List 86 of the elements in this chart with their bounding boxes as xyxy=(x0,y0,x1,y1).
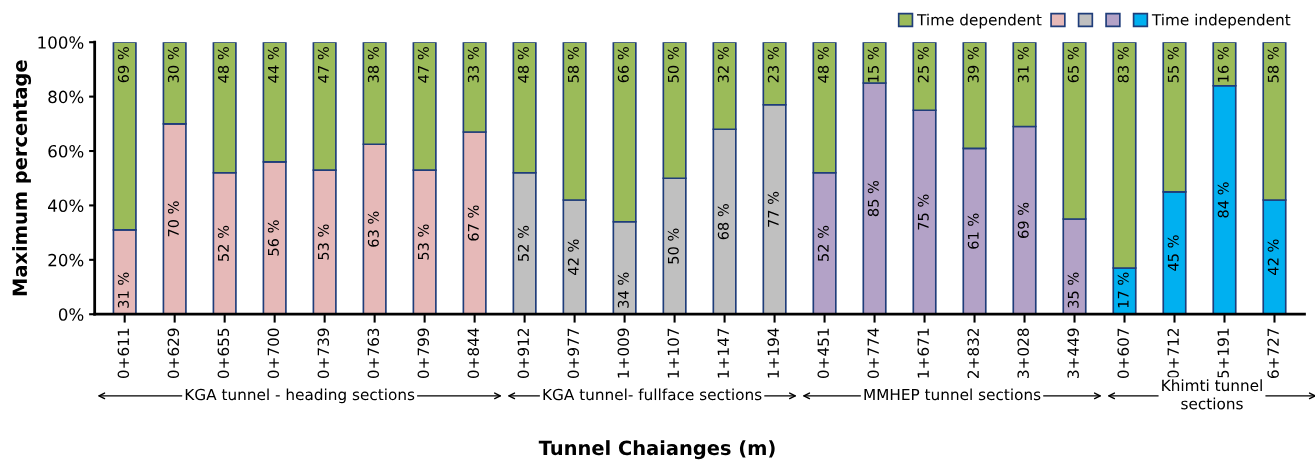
y-tick-label: 60% xyxy=(48,144,84,158)
data-label: 53 % xyxy=(417,224,429,260)
y-tick-label: 80% xyxy=(48,90,84,104)
data-label: 69 % xyxy=(1017,202,1029,238)
data-label: 56 % xyxy=(267,220,279,256)
text: Khimti tunnel sections xyxy=(1162,379,1262,410)
data-label: 16 % xyxy=(1217,47,1229,82)
x-tick-label: 0+763 xyxy=(367,328,380,379)
data-label: 17 % xyxy=(1117,272,1129,308)
data-label: 23 % xyxy=(767,47,779,83)
data-label: 63 % xyxy=(367,211,379,247)
data-label: 61 % xyxy=(967,213,979,249)
data-label: 85 % xyxy=(867,180,879,217)
data-label: 48 % xyxy=(517,47,529,83)
data-label: 53 % xyxy=(317,224,329,260)
data-label: 75 % xyxy=(917,194,929,230)
data-label: 58 % xyxy=(567,47,579,83)
x-tick-label: 0+912 xyxy=(517,328,530,379)
x-tick-label: 1+194 xyxy=(767,328,779,378)
text: KGA tunnel- fullface sections xyxy=(543,388,762,401)
x-tick-label: 0+799 xyxy=(417,328,430,379)
data-label: 83 % xyxy=(1117,47,1129,83)
y-axis-title: Maximum percentage xyxy=(12,60,32,296)
x-tick-label: 0+844 xyxy=(467,328,480,379)
y-tick-label: 0% xyxy=(58,308,84,321)
x-tick-label: 1+009 xyxy=(617,328,630,378)
data-label: 30 % xyxy=(167,47,179,83)
x-tick-label: 0+712 xyxy=(1167,328,1179,379)
x-tick-label: 0+655 xyxy=(217,328,230,379)
data-label: 42 % xyxy=(1267,239,1279,275)
data-label: 50 % xyxy=(667,228,679,264)
x-tick-label: 1+671 xyxy=(917,328,929,378)
data-label: 70 % xyxy=(167,201,179,237)
data-label: 31 % xyxy=(1017,47,1029,83)
data-label: 42 % xyxy=(567,239,579,275)
data-label: 67 % xyxy=(467,205,479,241)
data-label: 38 % xyxy=(367,47,379,83)
x-tick-label: 0+451 xyxy=(817,328,829,379)
x-tick-label: 2+832 xyxy=(967,328,979,378)
x-tick-label: 0+629 xyxy=(167,328,180,379)
data-label: 77 % xyxy=(767,191,779,227)
x-tick-label: 0+739 xyxy=(317,328,330,379)
data-label: 47 % xyxy=(317,47,329,83)
x-tick-label: 1+107 xyxy=(667,328,680,378)
data-label: 55 % xyxy=(1167,47,1179,83)
data-label: 48 % xyxy=(217,47,229,83)
x-tick-label: 0+611 xyxy=(117,328,130,379)
data-label: 32 % xyxy=(717,47,729,83)
data-label: 34 % xyxy=(617,272,629,308)
text: MMHEP tunnel sections xyxy=(864,388,1041,401)
x-tick-label: 6+727 xyxy=(1267,328,1279,379)
x-tick-label: 0+774 xyxy=(867,328,879,379)
y-tick-label: 20% xyxy=(48,253,84,267)
data-label: 45 % xyxy=(1167,235,1179,271)
data-label: 35 % xyxy=(1067,272,1079,308)
x-axis-title: Tunnel Chaianges (m) xyxy=(538,440,775,460)
x-tick-label: 3+449 xyxy=(1067,328,1079,378)
x-tick-label: 0+700 xyxy=(267,328,280,379)
data-label: 33 % xyxy=(467,47,479,83)
data-label: 69 % xyxy=(117,47,129,83)
data-label: 31 % xyxy=(117,272,129,308)
text: KGA tunnel - heading sections xyxy=(185,388,415,404)
x-tick-label: 3+028 xyxy=(1017,328,1029,378)
x-tick-label: 5+191 xyxy=(1217,328,1229,378)
x-tick-label: 0+977 xyxy=(567,328,580,379)
legend-label: Time independent xyxy=(1151,13,1291,29)
data-label: 52 % xyxy=(817,225,829,261)
y-tick-label: 100% xyxy=(38,36,84,49)
data-label: 50 % xyxy=(667,47,679,83)
data-label: 84 % xyxy=(1217,182,1229,218)
data-label: 65 % xyxy=(1067,47,1079,83)
data-label: 48 % xyxy=(817,47,829,83)
data-label: 68 % xyxy=(717,204,729,240)
data-label: 44 % xyxy=(267,47,279,83)
x-tick-label: 0+607 xyxy=(1117,328,1129,379)
data-label: 47 % xyxy=(417,47,429,83)
legend-label: Time dependent xyxy=(916,13,1042,29)
y-tick-label: 40% xyxy=(48,199,84,212)
data-label: 52 % xyxy=(517,225,529,261)
data-label: 25 % xyxy=(917,47,929,83)
data-label: 58 % xyxy=(1267,47,1279,83)
data-label: 15 % xyxy=(867,47,879,82)
x-tick-label: 1+147 xyxy=(717,328,729,378)
data-label: 39 % xyxy=(967,47,979,83)
data-label: 66 % xyxy=(617,47,629,83)
data-label: 52 % xyxy=(217,225,229,261)
